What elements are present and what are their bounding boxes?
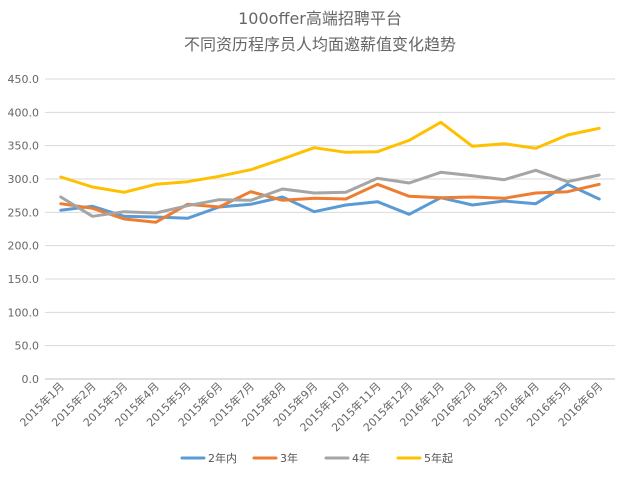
series-line-2 (59, 168, 601, 218)
y-axis-tick-labels: 0.0 50.0 100.0 150.0 200.0 250.0 300.0 350.0 400… (8, 73, 40, 386)
gridlines (45, 78, 615, 380)
legend-label: 5年起 (424, 451, 453, 465)
chart-subtitle: 不同资历程序员人均面邀薪值变化趋势 (184, 35, 456, 54)
x-axis-tick-labels: 2015年1月2015年2月2015年3月2015年4月2015年5月2015年… (17, 379, 606, 434)
y-tick-label: 50.0 (15, 340, 40, 353)
y-tick-label: 250.0 (8, 206, 40, 219)
legend: 2年内 3年 4年 5年起 (180, 451, 453, 465)
y-tick-label: 450.0 (8, 73, 40, 86)
y-tick-label: 350.0 (8, 140, 40, 153)
legend-label: 4年 (352, 451, 370, 465)
chart-title: 100offer高端招聘平台 (238, 9, 402, 28)
y-tick-label: 100.0 (8, 306, 40, 319)
y-tick-label: 400.0 (8, 106, 40, 119)
y-tick-label: 200.0 (8, 240, 40, 253)
series-line-1 (59, 182, 601, 224)
series-lines (59, 120, 601, 224)
y-tick-label: 300.0 (8, 173, 40, 186)
series-line-0 (59, 182, 601, 220)
legend-label: 3年 (280, 451, 298, 465)
legend-label: 2年内 (208, 451, 237, 465)
y-tick-label: 0.0 (22, 373, 40, 386)
y-tick-label: 150.0 (8, 273, 40, 286)
series-line-3 (59, 120, 601, 194)
